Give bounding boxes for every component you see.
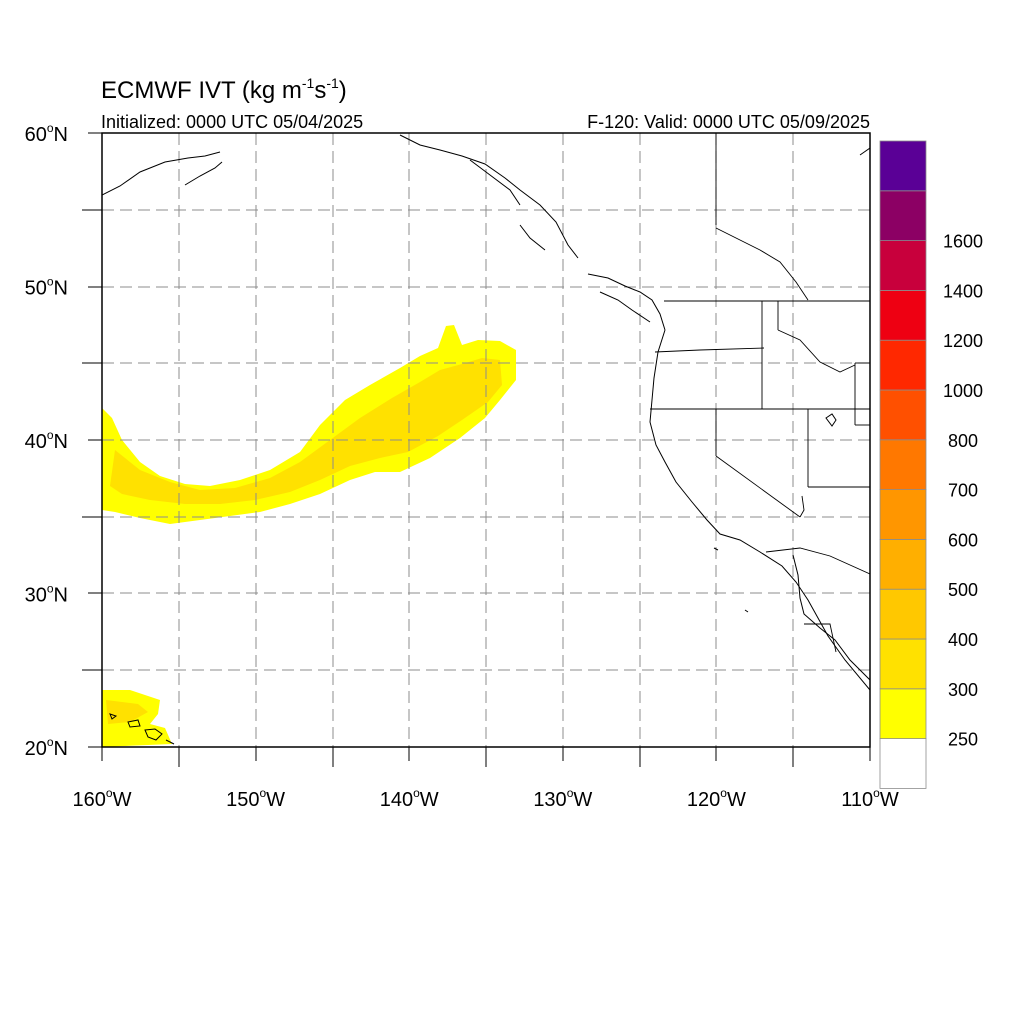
lon-label-160W: 160oW bbox=[73, 786, 132, 811]
latitude-labels: 60oN 50oN 40oN 30oN 20oN bbox=[25, 121, 68, 760]
colorbar-label: 1600 bbox=[943, 232, 983, 252]
colorbar-box bbox=[879, 539, 927, 590]
map-area bbox=[102, 133, 870, 747]
lon-label-130W: 130oW bbox=[533, 786, 592, 811]
lon-label-110W: 110oW bbox=[841, 786, 899, 811]
colorbar-label: 300 bbox=[948, 680, 978, 700]
lat-label-60N: 60oN bbox=[25, 121, 68, 146]
longitude-labels: 160oW 150oW 140oW 130oW 120oW 110oW bbox=[73, 786, 899, 811]
init-time-subtitle: Initialized: 0000 UTC 05/04/2025 bbox=[101, 112, 363, 132]
lat-label-50N: 50oN bbox=[25, 275, 68, 300]
colorbar-label: 1200 bbox=[943, 331, 983, 351]
lat-label-40N: 40oN bbox=[25, 428, 68, 453]
colorbar-label: 1400 bbox=[943, 281, 983, 301]
tick-marks bbox=[82, 132, 871, 767]
colorbar-label: 800 bbox=[948, 431, 978, 451]
ivt-colorbar: 250 300 400 500 600 700 800 1000 1200 1400 1600 bbox=[879, 140, 983, 789]
political-borders bbox=[650, 133, 870, 653]
colorbar-box bbox=[879, 489, 927, 540]
valid-time-subtitle: F-120: Valid: 0000 UTC 05/09/2025 bbox=[587, 112, 870, 132]
coastlines bbox=[102, 134, 870, 745]
colorbar-box bbox=[879, 339, 927, 391]
colorbar-box bbox=[879, 240, 927, 291]
lat-label-30N: 30oN bbox=[25, 582, 68, 607]
colorbar-label: 250 bbox=[948, 730, 978, 750]
colorbar-label: 400 bbox=[948, 630, 978, 650]
gridlines bbox=[102, 133, 870, 747]
ivt-river-core bbox=[110, 358, 502, 504]
lon-label-140W: 140oW bbox=[380, 786, 439, 811]
colorbar-box bbox=[879, 688, 927, 739]
colorbar-label: 500 bbox=[948, 580, 978, 600]
map-title: ECMWF IVT (kg m-1s-1) bbox=[101, 75, 347, 104]
colorbar-label: 1000 bbox=[943, 381, 983, 401]
colorbar-label: 700 bbox=[948, 481, 978, 501]
lat-label-20N: 20oN bbox=[25, 735, 68, 760]
lon-label-150W: 150oW bbox=[226, 786, 285, 811]
ivt-hawaii-core bbox=[106, 700, 148, 724]
colorbar-box bbox=[879, 389, 927, 441]
colorbar-box bbox=[879, 190, 927, 242]
colorbar-box bbox=[879, 588, 927, 640]
colorbar-box bbox=[879, 638, 927, 690]
colorbar-box bbox=[879, 140, 927, 192]
lon-label-120W: 120oW bbox=[687, 786, 746, 811]
colorbar-box bbox=[879, 439, 927, 490]
colorbar-box bbox=[879, 738, 927, 789]
colorbar-label: 600 bbox=[948, 530, 978, 550]
colorbar-box bbox=[879, 289, 927, 341]
ivt-atmospheric-river bbox=[102, 325, 516, 524]
